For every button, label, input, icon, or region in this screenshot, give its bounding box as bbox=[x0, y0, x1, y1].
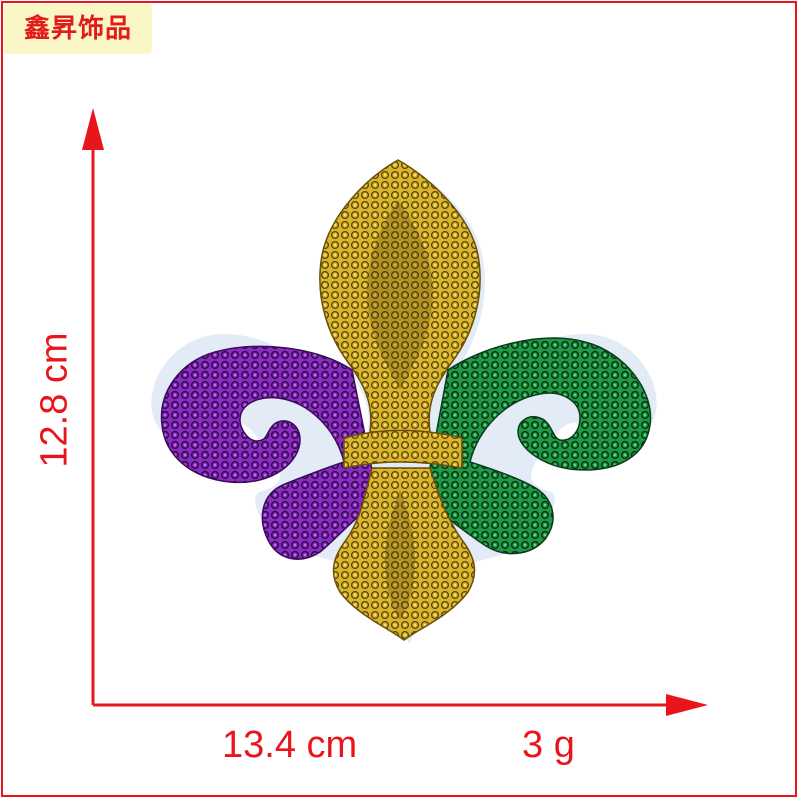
right-petal-green bbox=[423, 337, 652, 555]
collar-band-gold bbox=[343, 429, 463, 469]
brand-watermark: 鑫昇饰品 bbox=[4, 4, 152, 54]
weight-label: 3 g bbox=[522, 724, 575, 766]
width-arrowhead-icon bbox=[666, 694, 708, 716]
left-petal-purple bbox=[160, 345, 379, 560]
height-dimension-label: 12.8 cm bbox=[33, 332, 76, 468]
width-dimension-label: 13.4 cm bbox=[222, 724, 358, 766]
height-arrowhead-icon bbox=[82, 108, 104, 150]
fleur-de-lis-icon bbox=[151, 159, 657, 644]
bottom-point-gold bbox=[332, 467, 476, 641]
